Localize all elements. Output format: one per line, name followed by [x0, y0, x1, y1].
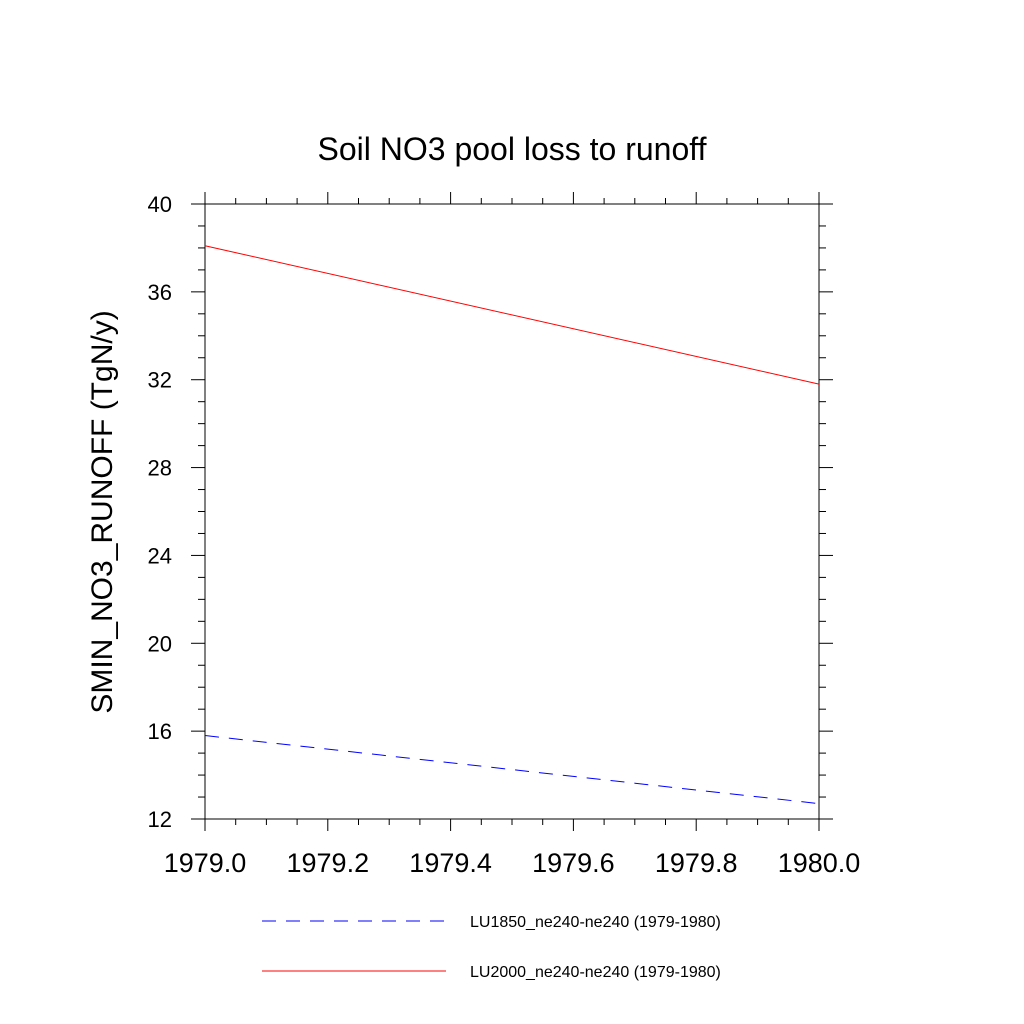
y-tick-label: 24	[148, 543, 172, 568]
y-tick-label: 16	[148, 719, 172, 744]
y-tick-label: 20	[148, 631, 172, 656]
x-tick-label: 1980.0	[778, 848, 861, 878]
x-tick-label: 1979.6	[532, 848, 615, 878]
legend: LU1850_ne240-ne240 (1979-1980) LU2000_ne2…	[262, 914, 721, 981]
y-tick-label: 40	[148, 192, 172, 217]
plot-frame	[204, 203, 820, 820]
legend-label-1: LU2000_ne240-ne240 (1979-1980)	[470, 964, 721, 981]
y-tick-label: 12	[148, 807, 172, 832]
axis-ticks	[191, 192, 833, 831]
chart-title: Soil NO3 pool loss to runoff	[318, 131, 707, 167]
x-tick-label: 1979.2	[287, 848, 370, 878]
y-tick-label: 28	[148, 456, 172, 481]
series-line-0	[204, 735, 820, 805]
legend-label-0: LU1850_ne240-ne240 (1979-1980)	[470, 914, 721, 931]
axis-tick-labels: 1979.0 1979.2 1979.4 1979.6 1979.8 1980.0 12 16…	[148, 192, 861, 878]
x-tick-label: 1979.8	[655, 848, 738, 878]
x-tick-label: 1979.4	[409, 848, 492, 878]
series-lines	[204, 245, 820, 805]
x-tick-label: 1979.0	[164, 848, 247, 878]
series-line-1	[204, 245, 820, 385]
y-axis-label: SMIN_NO3_RUNOFF (TgN/y)	[86, 310, 119, 713]
y-tick-label: 32	[148, 368, 172, 393]
y-tick-label: 36	[148, 280, 172, 305]
